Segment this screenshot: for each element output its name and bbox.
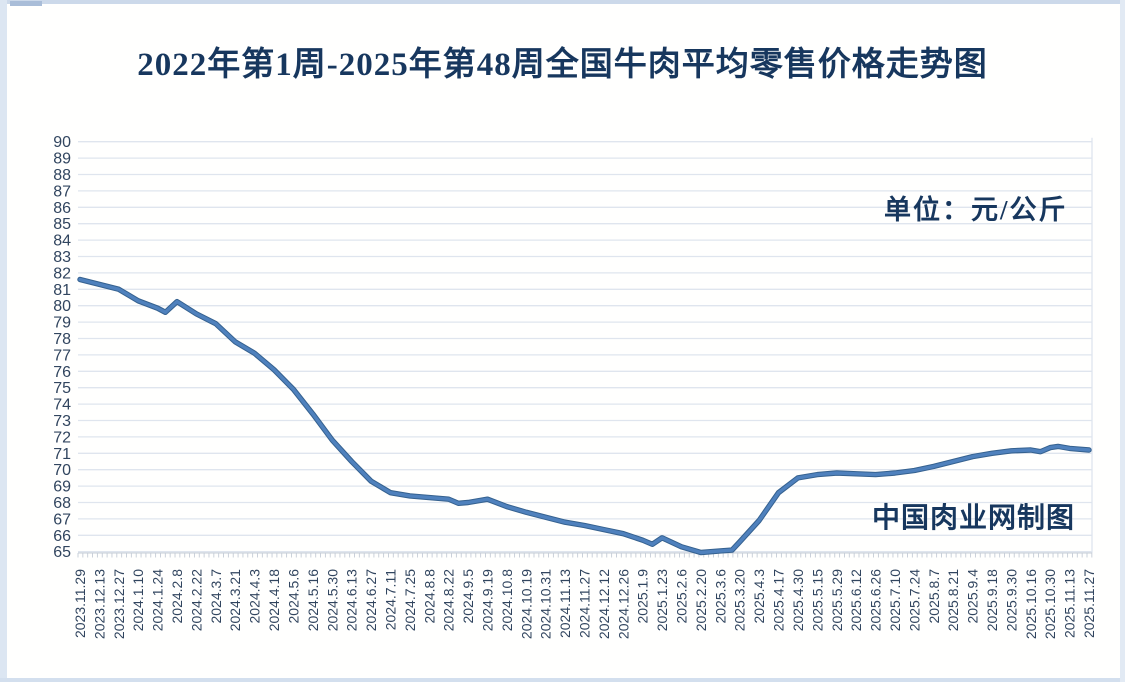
chart-title: 2022年第1周-2025年第48周全国牛肉平均零售价格走势图 [137, 47, 988, 83]
y-axis-tick-label: 81 [53, 282, 71, 299]
x-axis-tick-label: 2024.7.11 [382, 569, 398, 630]
x-axis-tick-label: 2025.3.6 [712, 569, 728, 624]
x-axis-tick-label: 2024.5.16 [305, 569, 321, 631]
x-axis-tick-label: 2024.6.27 [363, 569, 379, 631]
x-axis-tick-label: 2023.12.27 [111, 569, 127, 639]
y-axis-tick-label: 76 [53, 364, 71, 381]
page-border-left [0, 0, 7, 682]
y-axis-tick-label: 66 [53, 528, 71, 545]
x-axis-tick-label: 2024.12.12 [596, 569, 612, 639]
y-axis-tick-label: 82 [53, 265, 71, 282]
x-axis-tick-label: 2025.5.29 [829, 569, 845, 631]
x-axis-tick-label: 2024.8.22 [441, 569, 457, 631]
y-axis-tick-label: 67 [53, 511, 71, 528]
y-axis-tick-label: 78 [53, 331, 71, 348]
x-axis-tick-label: 2024.9.5 [460, 569, 476, 624]
x-axis-tick-label: 2025.2.6 [674, 569, 690, 624]
x-axis-tick-label: 2025.6.12 [848, 569, 864, 631]
y-axis-tick-label: 69 [53, 479, 71, 496]
x-axis-tick-label: 2025.1.23 [654, 569, 670, 631]
x-axis-tick-label: 2025.10.30 [1042, 569, 1058, 639]
price-series-line [78, 277, 1091, 555]
y-axis-tick-label: 74 [53, 397, 71, 414]
x-axis-tick-label: 2024.10.8 [499, 569, 515, 631]
x-axis-tick-label: 2025.8.21 [945, 569, 961, 631]
page-edge-artifact [10, 1, 42, 6]
x-axis-tick-label: 2025.11.27 [1081, 569, 1097, 638]
x-axis-tick-label: 2024.8.8 [421, 569, 437, 624]
x-axis-tick-label: 2024.2.8 [169, 569, 185, 624]
y-axis-tick-label: 87 [53, 183, 71, 200]
page-border-right [1120, 0, 1125, 682]
x-axis-tick-label: 2024.9.19 [479, 569, 495, 631]
y-axis-tick-label: 71 [53, 446, 71, 463]
x-axis-tick-label: 2025.10.16 [1023, 569, 1039, 639]
y-axis-tick-label: 77 [53, 347, 71, 364]
y-axis-tick-label: 86 [53, 200, 71, 217]
y-axis-tick-label: 79 [53, 315, 71, 332]
x-axis-tick-label: 2024.2.22 [188, 569, 204, 631]
x-axis-tick-label: 2024.4.3 [247, 569, 263, 624]
x-axis-tick-label: 2024.7.25 [402, 569, 418, 631]
x-axis-tick-label: 2025.9.18 [984, 569, 1000, 631]
y-axis-tick-label: 89 [53, 151, 71, 168]
y-axis-tick-label: 83 [53, 249, 71, 266]
x-axis-tick-label: 2023.11.29 [72, 569, 88, 638]
x-axis-tick-label: 2024.4.18 [266, 569, 282, 631]
y-axis-tick-label: 85 [53, 216, 71, 233]
x-axis-tick-label: 2025.3.20 [732, 569, 748, 631]
page-border-bottom [0, 678, 1125, 682]
x-axis-tick-label: 2023.12.13 [91, 569, 107, 639]
x-axis-tick-label: 2025.7.10 [887, 569, 903, 631]
x-axis-tick-label: 2025.6.26 [868, 569, 884, 631]
y-axis-tick-label: 75 [53, 380, 71, 397]
x-axis-tick-label: 2025.4.30 [790, 569, 806, 631]
x-axis-tick-label: 2024.11.13 [557, 569, 573, 638]
x-axis-tick-label: 2025.2.20 [693, 569, 709, 631]
x-axis-tick-label: 2025.4.17 [771, 569, 787, 631]
x-axis-tick-label: 2025.5.15 [809, 569, 825, 631]
x-axis-tick-label: 2025.4.3 [751, 569, 767, 624]
y-axis-tick-label: 72 [53, 429, 71, 446]
watermark-label: 中国肉业网制图 [872, 503, 1076, 534]
x-axis-tick-label: 2024.11.27 [577, 569, 593, 638]
y-axis-tick-label: 90 [53, 134, 71, 151]
y-axis-tick-label: 88 [53, 167, 71, 184]
x-axis-tick-label: 2025.1.9 [635, 569, 651, 624]
y-axis-tick-label: 73 [53, 413, 71, 430]
x-axis-tick-label: 2024.1.10 [130, 569, 146, 631]
x-axis-tick-label: 2025.8.7 [926, 569, 942, 624]
page-border-top [0, 0, 1125, 4]
y-axis-tick-label: 70 [53, 462, 71, 479]
x-axis-tick-label: 2024.5.30 [324, 569, 340, 631]
x-axis-tick-label: 2024.1.24 [150, 569, 166, 631]
unit-label: 单位：元/公斤 [884, 195, 1068, 225]
x-axis-tick-label: 2024.12.26 [615, 569, 631, 639]
x-axis-tick-label: 2024.10.19 [518, 569, 534, 639]
x-axis-tick-label: 2024.3.21 [227, 569, 243, 631]
y-axis-tick-label: 80 [53, 298, 71, 315]
x-axis-tick-label: 2025.9.30 [1003, 569, 1019, 631]
y-axis-tick-label: 84 [53, 233, 71, 250]
x-axis-tick-label: 2024.6.13 [344, 569, 360, 631]
x-axis-tick-label: 2025.11.13 [1062, 569, 1078, 638]
y-axis-tick-label: 68 [53, 495, 71, 512]
x-axis-tick-label: 2024.3.7 [208, 569, 224, 624]
x-axis-tick-label: 2025.9.4 [965, 569, 981, 624]
x-axis-tick-label: 2024.10.31 [538, 569, 554, 639]
x-axis-tick-label: 2025.7.24 [906, 569, 922, 631]
x-axis-tick-label: 2024.5.6 [285, 569, 301, 624]
y-axis-tick-label: 65 [53, 544, 71, 561]
